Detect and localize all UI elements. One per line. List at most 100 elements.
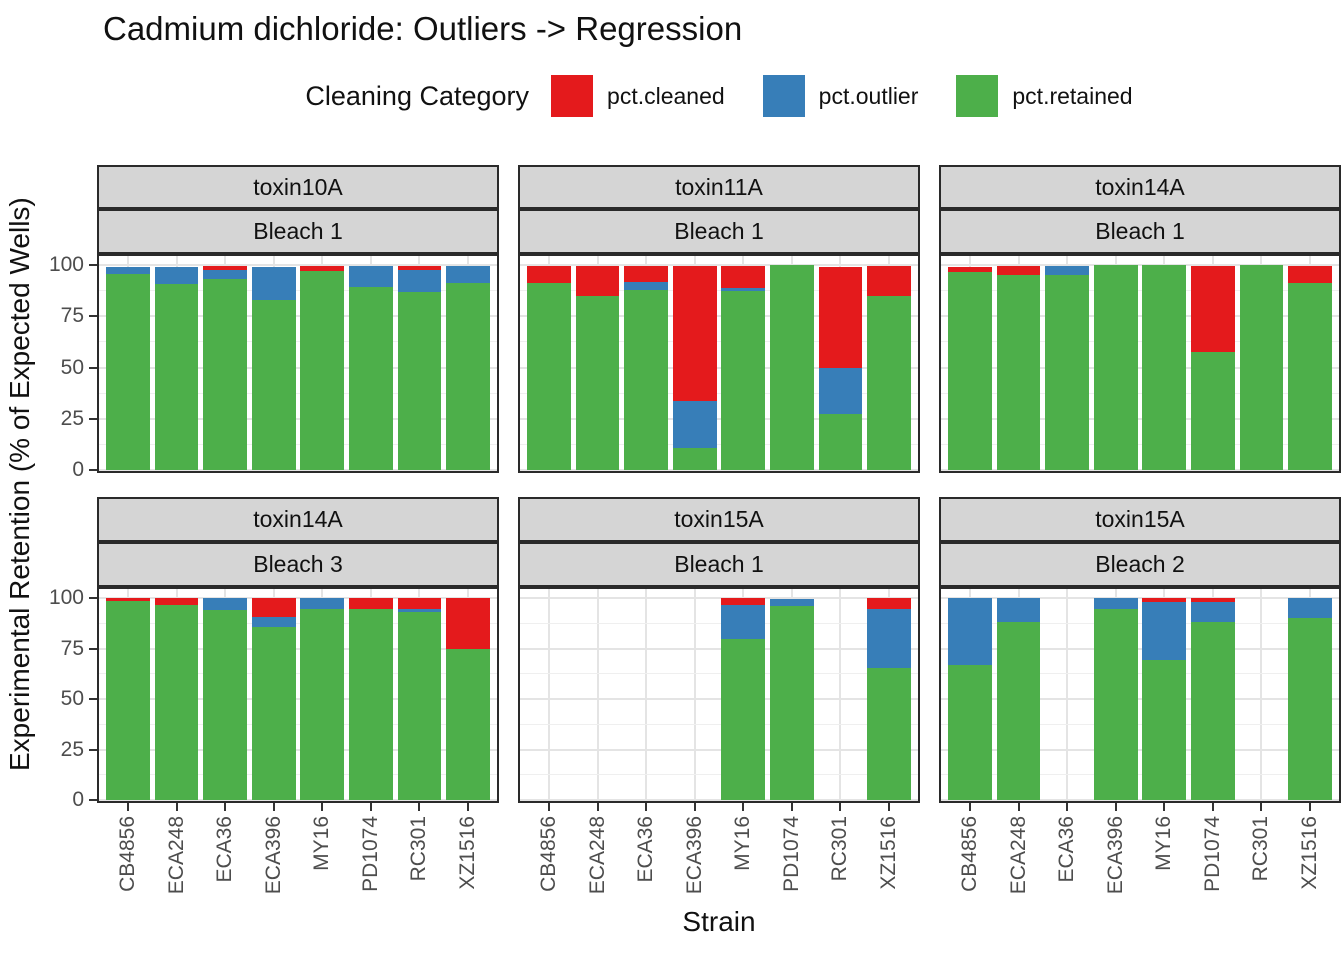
bar-segment-pct.outlier — [1191, 602, 1235, 623]
bar-segment-pct.retained — [446, 648, 490, 800]
gridline-major — [520, 799, 918, 801]
gridline-major — [99, 264, 497, 266]
gridline-major — [520, 597, 918, 599]
chart-title: Cadmium dichloride: Outliers -> Regressi… — [103, 10, 743, 47]
gridline-major — [941, 315, 1339, 318]
facet-strip-bleach: Bleach 1 — [518, 209, 920, 254]
bar-XZ1516 — [446, 266, 490, 470]
bar-segment-pct.retained — [154, 605, 199, 800]
bar-segment-pct.outlier — [770, 599, 814, 607]
plot-panel-toxin14A-Bleach 1 — [939, 254, 1341, 473]
bar-segment-pct.outlier — [624, 282, 669, 290]
bar-segment-pct.cleaned — [721, 598, 766, 606]
x-tick-mark — [175, 803, 178, 811]
bar-segment-pct.retained — [624, 289, 669, 470]
gridline-major — [941, 748, 1339, 751]
bar-segment-pct.outlier — [397, 609, 442, 613]
x-tick-mark — [1017, 803, 1020, 811]
gridline-major — [520, 647, 918, 650]
bar-XZ1516 — [867, 266, 911, 470]
x-tick-label: CB4856 — [116, 816, 140, 892]
bar-segment-pct.retained — [251, 299, 296, 470]
bar-segment-pct.retained — [1142, 265, 1187, 470]
gridline-minor — [941, 723, 1339, 725]
x-tick-mark — [693, 803, 696, 811]
gridline-minor — [520, 622, 918, 624]
bar-CB4856 — [106, 598, 150, 800]
x-tick-label: ECA36 — [213, 816, 237, 883]
bar-RC301 — [397, 266, 442, 470]
x-tick-label: ECA396 — [682, 816, 706, 895]
x-tick-mark — [887, 803, 890, 811]
bar-ECA36 — [203, 266, 248, 470]
x-tick-mark — [466, 803, 469, 811]
legend-swatch-pct.retained — [956, 75, 999, 117]
gridline-vertical — [645, 589, 648, 801]
gridline-major — [520, 748, 918, 751]
bar-segment-pct.retained — [1239, 265, 1284, 470]
x-tick-label: PD1074 — [779, 816, 803, 892]
bar-segment-pct.outlier — [251, 267, 296, 300]
gridline-minor — [520, 341, 918, 343]
y-tick-label: 50 — [60, 355, 84, 379]
bar-RC301 — [1239, 265, 1284, 470]
plot-panel-toxin10A-Bleach 1 — [97, 254, 499, 473]
x-tick-mark — [1163, 803, 1166, 811]
x-tick-label: RC301 — [828, 816, 852, 882]
gridline-major — [941, 799, 1339, 801]
x-tick-mark — [969, 803, 972, 811]
bar-segment-pct.retained — [1045, 275, 1090, 470]
gridline-minor — [941, 443, 1339, 445]
y-tick-mark — [89, 469, 97, 471]
bar-segment-pct.retained — [300, 271, 345, 470]
x-tick-label: ECA36 — [1055, 816, 1079, 883]
y-tick-label: 0 — [72, 458, 84, 481]
y-tick-label: 0 — [72, 788, 84, 811]
gridline-vertical — [693, 589, 696, 801]
x-tick-label: ECA396 — [261, 816, 285, 895]
bar-segment-pct.cleaned — [1191, 266, 1235, 353]
plot-panel-toxin14A-Bleach 3 — [97, 587, 499, 803]
gridline-minor — [99, 723, 497, 725]
legend-label: pct.cleaned — [607, 82, 725, 109]
facet-strip-toxin: toxin14A — [939, 165, 1341, 209]
bar-segment-pct.retained — [818, 413, 863, 470]
bar-segment-pct.cleaned — [1191, 598, 1235, 602]
bar-segment-pct.outlier — [397, 270, 442, 292]
gridline-minor — [99, 443, 497, 445]
legend-title: Cleaning Category — [305, 80, 530, 111]
gridline-vertical — [1066, 589, 1069, 801]
bar-segment-pct.cleaned — [154, 598, 199, 606]
gridline-major — [520, 366, 918, 369]
bar-segment-pct.cleaned — [1142, 598, 1187, 602]
y-tick-mark — [89, 748, 97, 751]
bar-ECA248 — [996, 598, 1041, 800]
bar-segment-pct.outlier — [867, 609, 911, 668]
legend-item-pct.cleaned: pct.cleaned — [551, 75, 725, 117]
plot-panel-toxin15A-Bleach 1 — [518, 587, 920, 803]
bar-segment-pct.outlier — [721, 605, 766, 640]
gridline-major — [99, 366, 497, 369]
bar-XZ1516 — [1288, 266, 1332, 470]
bar-PD1074 — [1191, 266, 1235, 470]
bar-segment-pct.retained — [154, 283, 199, 470]
bar-segment-pct.outlier — [154, 267, 199, 284]
facet-strip-toxin: toxin15A — [939, 497, 1341, 542]
gridline-major — [941, 417, 1339, 420]
x-tick-label: ECA248 — [585, 816, 609, 895]
bar-segment-pct.outlier — [721, 287, 766, 291]
gridline-major — [941, 647, 1339, 650]
bar-segment-pct.cleaned — [106, 598, 150, 601]
facet-strip-bleach: Bleach 1 — [518, 542, 920, 587]
bar-segment-pct.outlier — [300, 598, 345, 610]
gridline-minor — [520, 673, 918, 675]
bar-MY16 — [721, 266, 766, 470]
bar-ECA396 — [251, 598, 296, 800]
bar-segment-pct.retained — [721, 290, 766, 470]
gridline-minor — [99, 774, 497, 776]
bar-segment-pct.retained — [203, 279, 248, 470]
y-tick-mark — [89, 417, 97, 420]
bar-segment-pct.retained — [397, 291, 442, 470]
bar-ECA396 — [672, 266, 717, 470]
y-tick-mark — [89, 264, 97, 266]
